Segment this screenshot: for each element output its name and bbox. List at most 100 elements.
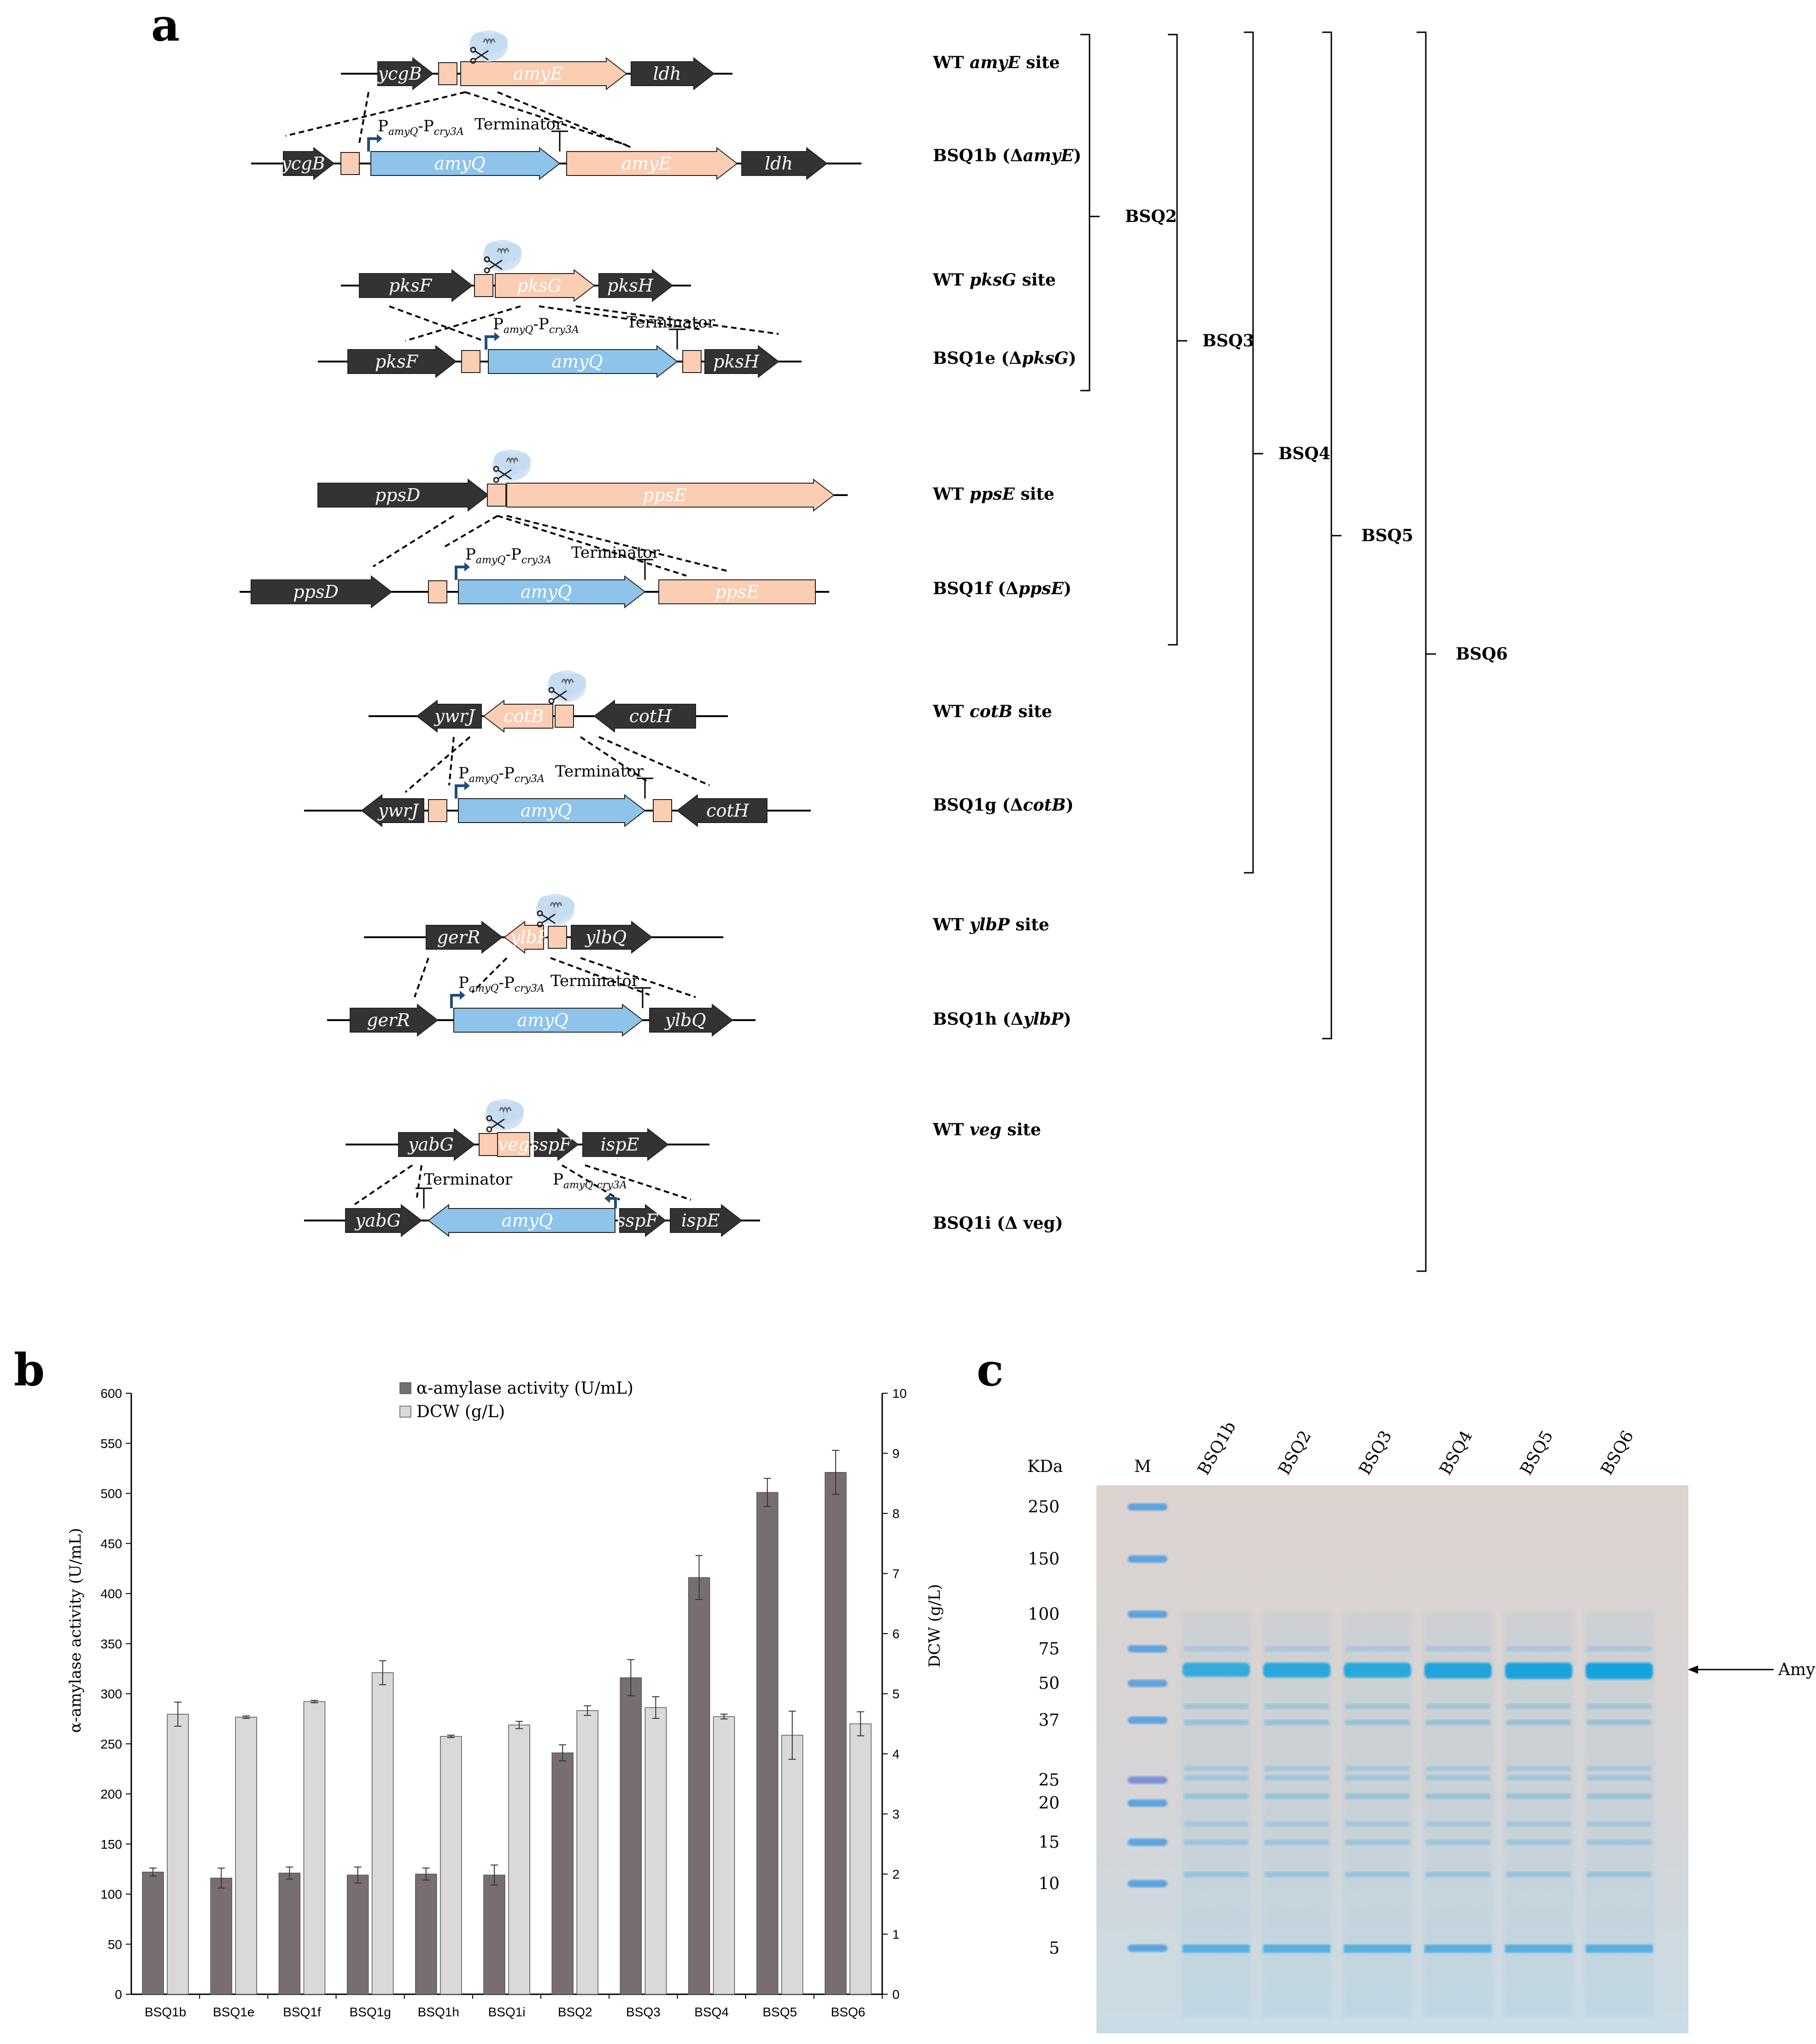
minor-band <box>1345 1766 1410 1771</box>
terminator-symbol <box>634 987 651 1008</box>
activity-bar-BSQ1b <box>142 1871 164 1995</box>
dcw-bar-BSQ1h <box>440 1736 462 1995</box>
kda-label: KDa <box>1027 1457 1063 1476</box>
panel-b-letter: b <box>14 1344 45 1396</box>
promoter-arrow <box>608 1197 617 1209</box>
minor-band <box>1265 1704 1329 1709</box>
x-tick-label: BSQ1h <box>418 2005 459 2019</box>
gene-label-yabG: yabG <box>407 1134 454 1155</box>
x-tick-label: BSQ1i <box>488 2005 526 2019</box>
marker-band-20 <box>1128 1799 1167 1807</box>
panel-a-diagram: ycgB amyE ldh ycgB amyQ PamyQ-Pcry3A Terminato… <box>240 29 861 1238</box>
y2-tick-label: 4 <box>892 1747 900 1761</box>
chart-bars <box>142 1449 872 1995</box>
x-tick-label: BSQ2 <box>558 2005 592 2019</box>
dcw-error-bar-BSQ2 <box>584 1705 592 1716</box>
promoter-label: PamyQ-Pcry3A <box>465 545 551 566</box>
gene-ycgB <box>283 146 335 181</box>
dcw-error-bar-BSQ1b <box>174 1701 182 1727</box>
recombination-line <box>580 736 650 784</box>
terminator-symbol <box>637 559 653 580</box>
homology-arm <box>548 926 567 949</box>
minor-band <box>1506 1766 1571 1771</box>
dcw-bar-BSQ2 <box>576 1710 598 1995</box>
promoter-arrow <box>455 566 466 580</box>
minor-band <box>1345 1720 1410 1725</box>
recombination-line <box>416 1165 422 1198</box>
minor-band <box>1426 1793 1490 1799</box>
promoter-arrowhead <box>377 134 382 143</box>
minor-band <box>1506 1646 1571 1652</box>
marker-band-15 <box>1128 1839 1167 1846</box>
terminator-label: Terminator <box>571 543 660 562</box>
gene-veg <box>497 1132 530 1157</box>
gene-label-ppsD: ppsD <box>375 485 421 505</box>
cas9-icon <box>491 449 532 483</box>
gene-label-ispE: ispE <box>681 1210 720 1231</box>
gene-ylbQ <box>649 1003 733 1037</box>
gene-ylbQ <box>571 920 653 954</box>
lane-label-BSQ5: BSQ5 <box>1517 1427 1557 1478</box>
gene-label-amyQ: amyQ <box>502 1210 553 1231</box>
strain-label: WT cotB site <box>932 702 1052 721</box>
minor-band <box>1426 1720 1490 1725</box>
marker-size-label-37: 37 <box>1038 1711 1060 1730</box>
minor-band <box>1506 1821 1571 1827</box>
minor-band <box>1426 1646 1490 1652</box>
gene-label-sspF: sspF <box>530 1134 572 1155</box>
promoter-label: PamyQ-cry3A <box>553 1170 627 1191</box>
x-tick-label: BSQ6 <box>831 2005 866 2019</box>
dcw-error-bar-BSQ1i <box>516 1721 523 1729</box>
y-tick-label: 250 <box>100 1737 122 1751</box>
marker-band-50 <box>1128 1680 1167 1687</box>
strain-label: BSQ1f (ΔppsE) <box>933 579 1072 598</box>
minor-band <box>1265 1766 1329 1771</box>
minor-band <box>1265 1821 1329 1827</box>
recombination-line <box>465 91 627 146</box>
dcw-bar-BSQ6 <box>849 1723 872 1995</box>
promoter-arrow <box>455 784 466 799</box>
minor-band <box>1587 1766 1652 1771</box>
sds-page-gel: KDa M BSQ1b BSQ2 BSQ3 BSQ4 BSQ5 BSQ6 250 150 10… <box>1027 1418 1816 2033</box>
minor-band <box>1506 1775 1571 1781</box>
minor-band <box>1426 1840 1490 1845</box>
gene-pksH <box>704 345 779 379</box>
minor-band <box>1265 1793 1329 1799</box>
gene-gerR <box>426 920 503 954</box>
gene-label-pksH: pksH <box>607 275 654 296</box>
gene-amyQ <box>458 794 646 828</box>
y2-tick-label: 0 <box>892 1987 900 2002</box>
panel-a-letter: a <box>151 0 180 51</box>
homology-arm <box>555 705 574 728</box>
promoter-arrow <box>450 994 462 1008</box>
gene-amyQ <box>458 575 646 609</box>
gene-pksH <box>598 269 674 303</box>
recombination-line <box>585 1164 691 1201</box>
x-tick-label: BSQ1f <box>283 2005 321 2019</box>
recombination-line <box>285 91 466 137</box>
gene-label-pksH: pksH <box>713 351 760 372</box>
dcw-bar-BSQ1e <box>235 1717 258 1995</box>
x-tick-label: BSQ3 <box>626 2005 661 2019</box>
marker-size-label-150: 150 <box>1028 1550 1060 1569</box>
marker-band-10 <box>1128 1880 1167 1887</box>
strain-label: WT amyE site <box>932 53 1060 72</box>
gene-label-cotH: cotH <box>706 800 749 821</box>
gene-label-amyE: amyE <box>513 64 563 84</box>
dcw-bar-BSQ1b <box>167 1714 189 1995</box>
gene-pksF <box>359 269 473 303</box>
gene-label-amyQ: amyQ <box>521 582 572 602</box>
minor-band <box>1587 1720 1652 1725</box>
strain-label: WT pksG site <box>932 270 1056 290</box>
terminator-label: Terminator <box>551 972 639 990</box>
gene-label-gerR: gerR <box>437 927 480 947</box>
homology-arm <box>682 350 702 373</box>
amyq-band-BSQ3 <box>1344 1663 1411 1678</box>
gene-ppsD <box>251 575 392 609</box>
minor-band <box>1345 1821 1410 1827</box>
homology-arm <box>340 152 360 175</box>
strain-label: BSQ1i (Δ veg) <box>933 1214 1063 1233</box>
activity-error-bar-BSQ1h <box>422 1867 430 1881</box>
minor-band <box>1184 1766 1248 1771</box>
minor-band <box>1345 1793 1410 1799</box>
